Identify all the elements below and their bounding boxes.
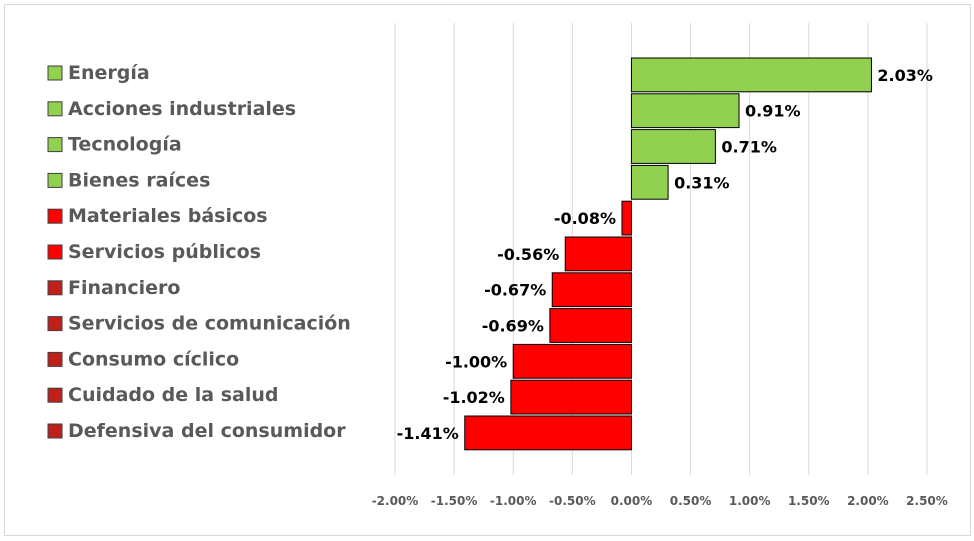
bar bbox=[621, 200, 632, 236]
data-label: -0.56% bbox=[497, 245, 559, 264]
legend-marker bbox=[47, 137, 63, 153]
legend-marker bbox=[47, 172, 63, 188]
bar bbox=[510, 379, 632, 415]
x-tick-label: 2.50% bbox=[906, 494, 948, 508]
legend-marker bbox=[47, 351, 63, 367]
legend-marker bbox=[47, 387, 63, 403]
legend-marker bbox=[47, 101, 63, 117]
legend-marker bbox=[47, 65, 63, 81]
legend-label: Tecnología bbox=[68, 134, 182, 156]
x-axis-tick-labels: -2.00% -1.50% -1.00% -0.50% 0.00% 0.50% 1.00% 1… bbox=[372, 494, 948, 508]
legend-label: Servicios públicos bbox=[68, 241, 261, 263]
legend-marker bbox=[47, 316, 63, 332]
sector-performance-bar-chart: 2.03% 0.91% 0.71% 0.31% -0.08% -0.56% -0.67% -0… bbox=[47, 23, 948, 508]
bar bbox=[630, 129, 716, 164]
bar bbox=[630, 57, 872, 93]
legend-label: Consumo cíclico bbox=[68, 348, 239, 370]
legend-marker bbox=[47, 280, 63, 296]
bars bbox=[464, 57, 872, 451]
legend-label: Materiales básicos bbox=[68, 205, 268, 227]
legend-label: Servicios de comunicación bbox=[68, 313, 351, 335]
data-label: -0.08% bbox=[554, 209, 616, 228]
data-label: -0.67% bbox=[484, 281, 546, 300]
legend-label: Financiero bbox=[68, 277, 180, 299]
data-label: -1.02% bbox=[443, 388, 505, 407]
data-label: -0.69% bbox=[482, 317, 544, 336]
bar bbox=[630, 93, 740, 129]
bar bbox=[464, 415, 632, 451]
x-tick-label: 0.00% bbox=[611, 494, 653, 508]
bar bbox=[630, 164, 669, 200]
legend-label: Defensiva del consumidor bbox=[68, 420, 346, 442]
chart-frame: 2.03% 0.91% 0.71% 0.31% -0.08% -0.56% -0.67% -0… bbox=[4, 4, 971, 536]
bar bbox=[512, 343, 632, 379]
legend-marker bbox=[47, 423, 63, 439]
bar bbox=[564, 236, 632, 272]
legend-marker bbox=[47, 244, 63, 260]
legend-label: Acciones industriales bbox=[68, 98, 296, 120]
legend-label: Energía bbox=[68, 62, 150, 84]
x-tick-label: 1.50% bbox=[788, 494, 830, 508]
bar bbox=[549, 308, 632, 343]
data-label: 0.91% bbox=[745, 102, 801, 121]
data-label: 2.03% bbox=[877, 66, 933, 85]
x-tick-label: -0.50% bbox=[549, 494, 596, 508]
data-label: 0.71% bbox=[721, 138, 777, 157]
legend: Energía Acciones industriales Tecnología Bi… bbox=[47, 62, 351, 442]
data-label: -1.41% bbox=[397, 424, 459, 443]
data-label: 0.31% bbox=[674, 173, 730, 192]
x-tick-label: -2.00% bbox=[372, 494, 419, 508]
x-tick-label: 0.50% bbox=[670, 494, 712, 508]
x-tick-label: -1.50% bbox=[431, 494, 478, 508]
bar bbox=[551, 272, 632, 308]
value-labels: 2.03% 0.91% 0.71% 0.31% -0.08% -0.56% -0.67% -0… bbox=[397, 66, 933, 443]
legend-label: Bienes raíces bbox=[68, 169, 210, 191]
data-label: -1.00% bbox=[445, 352, 507, 371]
x-tick-label: 2.00% bbox=[847, 494, 889, 508]
legend-marker bbox=[47, 208, 63, 224]
x-tick-label: -1.00% bbox=[490, 494, 537, 508]
legend-label: Cuidado de la salud bbox=[68, 384, 279, 406]
x-tick-label: 1.00% bbox=[729, 494, 771, 508]
